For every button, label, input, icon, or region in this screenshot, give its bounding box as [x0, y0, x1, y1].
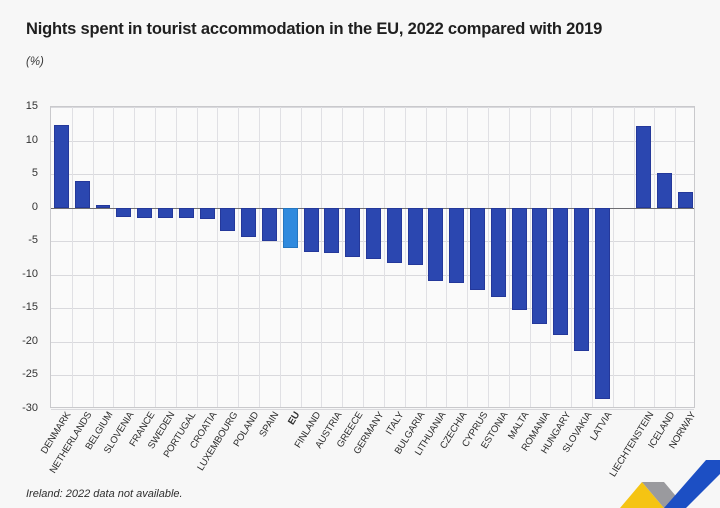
gridline-vertical: [155, 107, 156, 407]
gridline-vertical: [467, 107, 468, 407]
bar-spain: [261, 207, 277, 242]
gridline-vertical: [259, 107, 260, 407]
gridline-vertical: [238, 107, 239, 407]
y-axis-tick-label: 10: [25, 133, 38, 146]
logo-blue-shape: [664, 460, 720, 508]
gridline-vertical: [176, 107, 177, 407]
bar-slovenia: [116, 207, 132, 218]
bar-sweden: [157, 207, 173, 218]
bar-bulgaria: [407, 207, 423, 265]
y-axis-tick-label: -10: [22, 267, 38, 280]
y-axis-tick-label: -5: [28, 234, 38, 247]
y-axis-tick-label: 15: [25, 100, 38, 112]
bar-eu: [282, 207, 298, 248]
gridline-vertical: [571, 107, 572, 407]
bar-poland: [241, 207, 257, 237]
gridline-horizontal: [51, 140, 694, 142]
bar-netherlands: [74, 181, 90, 208]
bar-norway: [678, 192, 694, 208]
gridline-vertical: [93, 107, 94, 407]
gridline-vertical: [384, 107, 385, 407]
bar-cyprus: [470, 207, 485, 290]
bar-series: [51, 107, 694, 407]
bar-greece: [345, 207, 361, 258]
eurostat-logo: [602, 456, 720, 508]
gridline-vertical: [550, 107, 551, 407]
footnote: Ireland: 2022 data not available.: [26, 488, 183, 500]
bar-portugal: [178, 207, 194, 219]
gridline-vertical: [134, 107, 135, 407]
y-axis-labels: 15 10 5 0 -5 -10 -15 -20 -25 -30: [0, 100, 44, 414]
bar-malta: [511, 207, 527, 310]
gridline-vertical: [72, 107, 73, 407]
gridline-horizontal: [51, 107, 694, 108]
bar-austria: [324, 207, 340, 254]
y-axis-tick-label: 5: [31, 167, 38, 180]
gridline-horizontal: [51, 274, 694, 276]
gridline-vertical: [634, 107, 635, 407]
bar-belgium: [95, 204, 111, 208]
bar-estonia: [490, 207, 506, 297]
gridline-horizontal: [51, 409, 694, 410]
gridline-vertical: [675, 107, 676, 407]
x-axis-tick-label: SPAIN: [257, 410, 282, 440]
gridline-horizontal: [51, 174, 694, 176]
gridline-vertical: [530, 107, 531, 407]
bar-italy: [386, 207, 402, 263]
x-axis-tick-label: EU: [286, 410, 303, 427]
gridline-horizontal: [51, 308, 694, 310]
y-axis-tick-label: -20: [22, 334, 38, 347]
gridline-vertical: [613, 107, 614, 407]
gridline-horizontal: [51, 375, 694, 377]
gridline-vertical: [488, 107, 489, 407]
bar-france: [137, 207, 153, 218]
logo-svg: [620, 460, 720, 508]
y-axis-tick-label: -25: [22, 368, 38, 381]
logo-yellow-shape: [620, 482, 664, 508]
bar-latvia: [594, 207, 610, 399]
gridline-vertical: [113, 107, 114, 407]
gridline-vertical: [280, 107, 281, 407]
gridline-vertical: [363, 107, 364, 407]
y-axis-tick-label: 0: [31, 200, 38, 213]
gridline-vertical: [197, 107, 198, 407]
gridline-vertical: [509, 107, 510, 407]
bar-iceland: [657, 172, 673, 208]
bar-croatia: [199, 207, 215, 220]
gridline-vertical: [426, 107, 427, 407]
bar-hungary: [553, 207, 569, 336]
gridline-vertical: [217, 107, 218, 407]
gridline-vertical: [301, 107, 302, 407]
gridline-vertical: [446, 107, 447, 407]
bar-luxembourg: [220, 207, 236, 232]
bar-lithuania: [428, 207, 444, 282]
gridline-horizontal: [51, 341, 694, 343]
bar-czechia: [449, 207, 465, 284]
gridline-vertical: [405, 107, 406, 407]
plot-area: [50, 106, 695, 410]
page-title: Nights spent in tourist accommodation in…: [26, 20, 603, 38]
x-axis-labels: DENMARK NETHERLANDS BELGIUM SLOVENIA FRANCE S…: [39, 410, 698, 496]
bar-romania: [532, 207, 548, 324]
bar-liechtenstein: [636, 126, 652, 208]
gridline-vertical: [321, 107, 322, 407]
y-axis-tick-label: -15: [22, 301, 38, 314]
bar-germany: [366, 207, 381, 259]
bar-denmark: [53, 125, 69, 208]
chart-unit-subtitle: (%): [26, 56, 44, 68]
gridline-vertical: [342, 107, 343, 407]
gridline-vertical: [654, 107, 655, 407]
bar-slovakia: [574, 207, 590, 351]
bar-finland: [303, 207, 319, 252]
gridline-vertical: [592, 107, 593, 407]
y-axis-tick-label: -30: [22, 402, 38, 414]
